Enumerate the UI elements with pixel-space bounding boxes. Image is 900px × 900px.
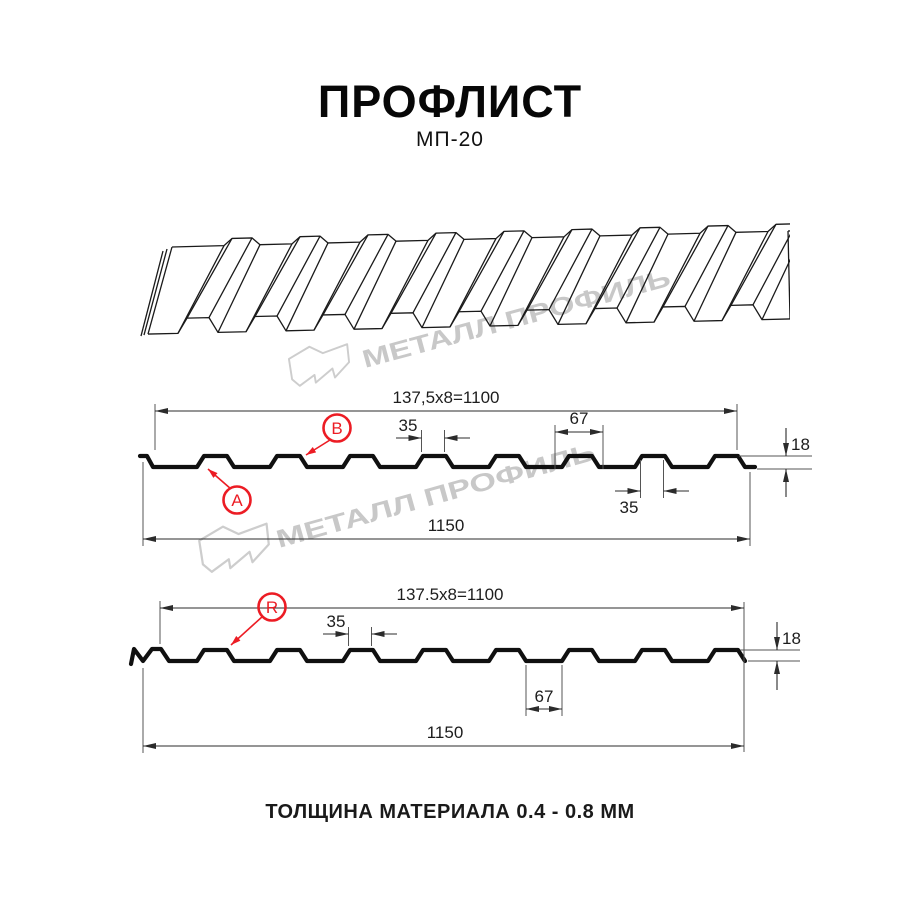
dim-coverage-width: 137.5x8=1100	[397, 585, 504, 604]
material-thickness-note: ТОЛЩИНА МАТЕРИАЛА 0.4 - 0.8 ММ	[265, 801, 635, 823]
dim-rib-top: 35	[399, 416, 418, 435]
dim-overall-width: 1150	[427, 723, 464, 742]
callout-r-circle	[257, 592, 287, 622]
dims-section-r: 137.5x8=1100 35 67 18 1150	[142, 585, 801, 753]
callouts-section-r: R	[230, 592, 287, 646]
watermark-upper: МЕТАЛЛ ПРОФИЛЬ	[287, 264, 674, 387]
callout-r-label: R	[266, 598, 278, 617]
dim-height: 18	[791, 435, 810, 454]
dims-section-ab: 137,5x8=1100 35 67 35 18	[142, 388, 812, 546]
page-title: ПРОФЛИСТ	[317, 76, 583, 127]
watermark-lower: МЕТАЛЛ ПРОФИЛЬ	[198, 438, 598, 573]
dim-rib-top: 35	[327, 612, 346, 631]
dim-rib-base: 67	[570, 409, 589, 428]
dim-overall-width: 1150	[428, 516, 465, 535]
callout-a-circle	[222, 485, 252, 515]
callout-b-circle	[322, 413, 352, 443]
callouts-section-ab: B A	[207, 413, 352, 515]
dim-coverage-width: 137,5x8=1100	[393, 388, 500, 407]
callout-a-label: A	[231, 491, 243, 510]
profile-cross-section-r	[128, 646, 748, 667]
watermark-logo	[287, 343, 351, 387]
watermark-logo	[198, 522, 270, 573]
dim-valley: 67	[535, 687, 554, 706]
sheet-3d-drawing	[140, 223, 790, 337]
dim-height: 18	[782, 629, 801, 648]
profile-model-name: МП-20	[416, 128, 484, 151]
profile-cross-section-ab	[137, 453, 758, 470]
dim-rib-top-2: 35	[620, 498, 639, 517]
callout-b-label: B	[331, 419, 342, 438]
